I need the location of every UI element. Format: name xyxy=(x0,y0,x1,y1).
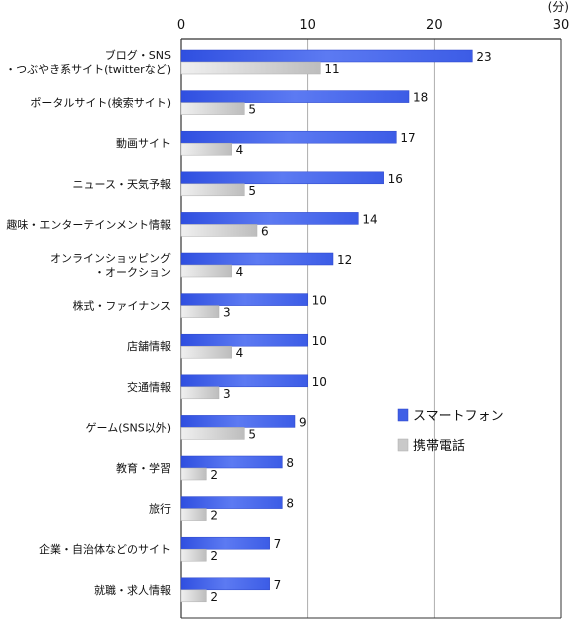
bar-value-label: 5 xyxy=(248,184,256,198)
bar-value-label: 7 xyxy=(274,578,282,592)
bar-value-label: 16 xyxy=(388,172,403,186)
category-label: 交通情報 xyxy=(127,380,171,394)
category-label: 趣味・エンターテインメント情報 xyxy=(6,217,171,231)
bar-value-label: 6 xyxy=(261,224,269,238)
category-label: 株式・ファイナンス xyxy=(72,299,171,313)
bar-smartphone-5 xyxy=(180,252,334,266)
bar-smartphone-2 xyxy=(180,130,397,144)
bar-mobile-8 xyxy=(180,386,220,400)
bar-value-label: 4 xyxy=(236,143,244,157)
bar-mobile-0 xyxy=(180,61,321,75)
bar-value-label: 2 xyxy=(210,590,218,604)
bar-mobile-6 xyxy=(180,305,220,318)
category-label: オンラインショッピング xyxy=(50,251,171,265)
bar-smartphone-0 xyxy=(180,49,473,63)
bar-mobile-4 xyxy=(180,224,258,237)
bar-value-label: 8 xyxy=(286,456,294,470)
legend-label: スマートフォン xyxy=(413,409,504,424)
bar-value-label: 2 xyxy=(210,468,218,482)
bar-smartphone-8 xyxy=(180,374,308,388)
grid-lines xyxy=(180,38,562,619)
bar-smartphone-13 xyxy=(180,577,270,591)
bar-mobile-10 xyxy=(180,467,207,481)
category-labels: ブログ・SNS・つぶやき系サイト(twitterなど) ポータルサイト(検索サイト… xyxy=(5,48,171,597)
bar-mobile-2 xyxy=(180,142,232,156)
bars: 23 11 18 5 17 4 16 5 14 6 12 4 10 3 10 4 10 3 9 5 8 2 8 2 7 2 7 2 xyxy=(180,49,492,604)
bar-value-label: 4 xyxy=(236,346,244,360)
bar-value-label: 2 xyxy=(210,509,218,523)
bar-value-label: 23 xyxy=(476,50,491,64)
bar-mobile-13 xyxy=(180,589,207,603)
bar-value-label: 10 xyxy=(312,334,327,348)
bar-value-label: 12 xyxy=(337,253,352,267)
bar-value-label: 5 xyxy=(248,427,256,441)
x-tick-label: 30 xyxy=(553,18,570,33)
bar-value-label: 17 xyxy=(400,131,415,145)
category-label: ブログ・SNS xyxy=(105,48,171,62)
legend-label: 携帯電話 xyxy=(413,438,465,454)
x-tick-label: 20 xyxy=(426,18,443,33)
bar-value-label: 10 xyxy=(312,294,327,308)
bar-smartphone-10 xyxy=(180,455,283,469)
bar-smartphone-3 xyxy=(180,171,384,185)
category-label: ニュース・天気予報 xyxy=(73,177,171,191)
bar-mobile-12 xyxy=(180,548,207,562)
category-label: 店舗情報 xyxy=(127,339,171,353)
category-label: 旅行 xyxy=(149,502,171,516)
bar-smartphone-9 xyxy=(180,415,296,428)
bar-smartphone-1 xyxy=(180,90,410,103)
bar-mobile-7 xyxy=(180,345,232,359)
bar-smartphone-6 xyxy=(180,293,308,306)
bar-smartphone-4 xyxy=(180,212,359,225)
bar-value-label: 8 xyxy=(286,497,294,511)
bar-smartphone-12 xyxy=(180,536,270,550)
bar-mobile-5 xyxy=(180,264,232,278)
category-label: ポータルサイト(検索サイト) xyxy=(30,96,171,110)
bar-value-label: 9 xyxy=(299,415,307,429)
category-label: 教育・学習 xyxy=(116,461,171,475)
legend-swatch-mobile xyxy=(397,438,409,452)
category-label: 動画サイト xyxy=(116,136,171,150)
bar-value-label: 3 xyxy=(223,306,231,320)
bar-smartphone-7 xyxy=(180,333,308,347)
bar-value-label: 11 xyxy=(324,62,339,76)
bar-value-label: 3 xyxy=(223,387,231,401)
category-label: 就職・求人情報 xyxy=(94,583,171,597)
legend-swatch-smartphone xyxy=(397,408,409,422)
bar-smartphone-11 xyxy=(180,496,283,509)
bar-mobile-3 xyxy=(180,183,245,197)
bar-value-label: 14 xyxy=(362,212,377,226)
x-tick-label: 10 xyxy=(299,18,316,33)
bar-value-label: 7 xyxy=(274,537,282,551)
bar-mobile-11 xyxy=(180,508,207,521)
bar-value-label: 2 xyxy=(210,549,218,563)
category-label: 企業・自治体などのサイト xyxy=(39,542,171,556)
category-label: ・オークション xyxy=(94,266,171,279)
bar-mobile-9 xyxy=(180,427,245,440)
bar-value-label: 4 xyxy=(236,265,244,279)
category-label: ・つぶやき系サイト(twitterなど) xyxy=(5,63,171,76)
category-label: ゲーム(SNS以外) xyxy=(86,421,171,434)
bar-value-label: 18 xyxy=(413,91,428,105)
bar-mobile-1 xyxy=(180,102,245,115)
x-axis: 0 10 20 30 (分) xyxy=(177,0,569,33)
unit-label: (分) xyxy=(548,0,569,14)
x-tick-label: 0 xyxy=(177,18,185,33)
bar-value-label: 5 xyxy=(248,103,256,117)
bar-value-label: 10 xyxy=(312,375,327,389)
